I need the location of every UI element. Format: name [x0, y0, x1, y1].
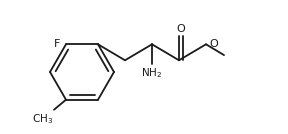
Text: F: F — [54, 39, 60, 49]
Text: O: O — [209, 39, 218, 49]
Text: O: O — [176, 24, 185, 34]
Text: CH$_3$: CH$_3$ — [32, 112, 53, 126]
Text: NH$_2$: NH$_2$ — [141, 66, 162, 80]
